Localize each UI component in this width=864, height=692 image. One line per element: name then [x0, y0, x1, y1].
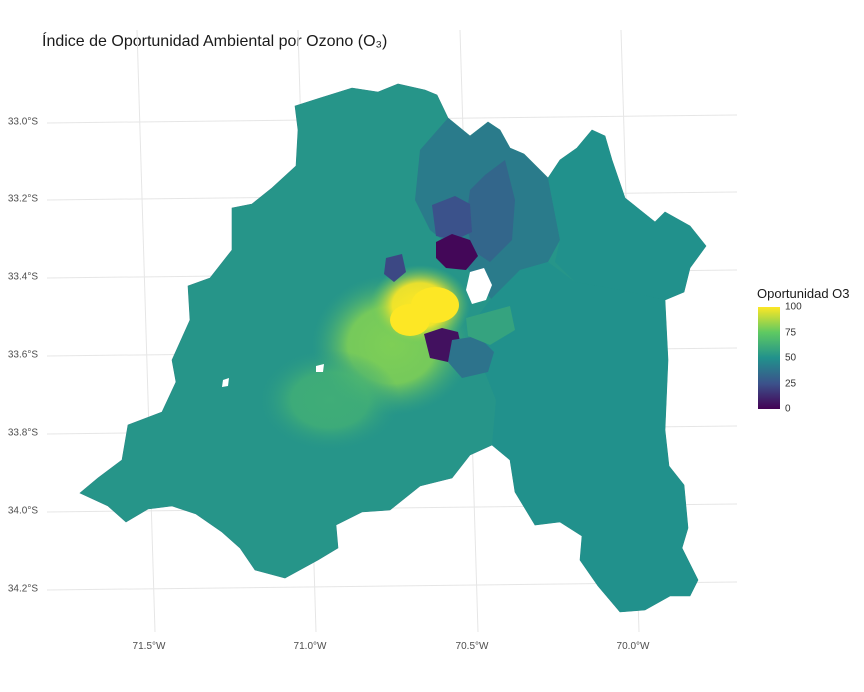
region-farellones	[432, 196, 472, 240]
y-tick-label: 33.4°S	[7, 271, 38, 283]
x-tick-label: 70.0°W	[616, 641, 650, 652]
nodata-patch-1	[466, 268, 492, 304]
region-talagante	[260, 350, 400, 450]
region-penalolen	[466, 306, 515, 345]
region-northeast	[466, 160, 515, 262]
x-tick-label: 71.0°W	[293, 641, 327, 652]
y-tick-label: 34.0°S	[7, 505, 38, 517]
legend-tick-label: 75	[785, 327, 797, 338]
legend-tick-label: 100	[785, 301, 802, 313]
y-tick-label: 34.2°S	[7, 583, 38, 595]
legend-tick-label: 25	[785, 378, 797, 389]
gridline-lon-0	[136, 29, 156, 633]
y-tick-label: 33.2°S	[7, 193, 38, 205]
y-tick-label: 33.8°S	[7, 427, 38, 439]
legend-title: Oportunidad O3	[757, 286, 850, 301]
legend-tick-label: 0	[785, 403, 791, 415]
region-la-florida-east	[448, 336, 494, 378]
plot-title: Índice de Oportunidad Ambiental por Ozon…	[42, 33, 388, 50]
region-pudahuel	[384, 254, 406, 282]
legend-colorbar	[758, 307, 780, 409]
map-regions	[79, 83, 707, 613]
nodata-patch-2	[222, 378, 229, 387]
region-east-cordillera	[548, 130, 706, 300]
nodata-patch-3	[316, 364, 324, 372]
x-tick-label: 70.5°W	[455, 641, 489, 652]
y-tick-label: 33.6°S	[7, 349, 38, 361]
y-tick-label: 33.0°S	[7, 116, 38, 128]
hotspot-central-west	[390, 304, 430, 336]
region-southeast-cordillera	[475, 262, 698, 612]
region-las-condes	[436, 234, 478, 270]
legend-tick-label: 50	[785, 352, 797, 364]
x-tick-label: 71.5°W	[132, 641, 166, 652]
